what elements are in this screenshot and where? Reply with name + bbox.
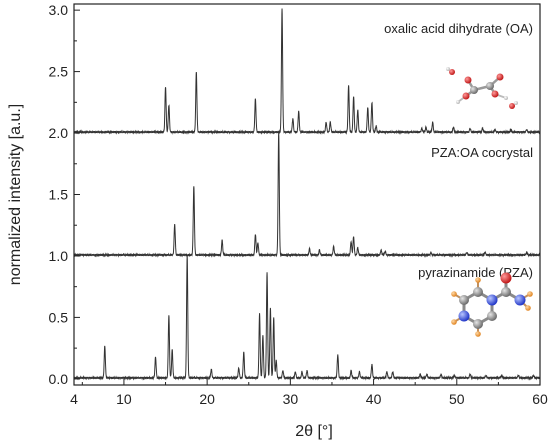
x-tick-label: 60: [532, 391, 548, 407]
y-tick-label: 2.0: [49, 125, 69, 141]
series-line-3: [73, 254, 541, 381]
x-axis-title: 2θ [°]: [295, 423, 333, 440]
series-lines: [73, 8, 541, 381]
plot-frame: [73, 3, 541, 386]
series-label-2: PZA:OA cocrystal: [431, 145, 533, 160]
x-tick-label: 4: [70, 391, 78, 407]
y-tick-label: 0.5: [49, 309, 69, 325]
y-tick-label: 0.0: [49, 371, 69, 387]
series-labels: oxalic acid dihydrate (OA) PZA:OA cocryst…: [384, 21, 533, 280]
axes: 4 10 20 30 40 50 60 0.0 0.5 1.0 1.5 2.0 2.5 3.0: [49, 2, 548, 407]
x-tick-label: 20: [199, 391, 215, 407]
series-line-1: [73, 8, 541, 135]
series-label-1: oxalic acid dihydrate (OA): [384, 21, 533, 36]
y-tick-label: 1.0: [49, 248, 69, 264]
y-tick-label: 2.5: [49, 64, 69, 80]
x-tick-label: 10: [116, 391, 132, 407]
x-tick-label: 30: [283, 391, 299, 407]
oxalic-acid-molecule-icon: [446, 67, 518, 109]
series-label-3: pyrazinamide (PZA): [418, 265, 533, 280]
series-line-2: [73, 131, 541, 258]
y-axis-title: normalized intensity [a.u.]: [7, 104, 24, 285]
y-tick-label: 3.0: [49, 2, 69, 18]
y-tick-label: 1.5: [49, 187, 69, 203]
x-tick-label: 50: [449, 391, 465, 407]
pyrazinamide-molecule-icon: [451, 272, 533, 337]
x-tick-label: 40: [366, 391, 382, 407]
